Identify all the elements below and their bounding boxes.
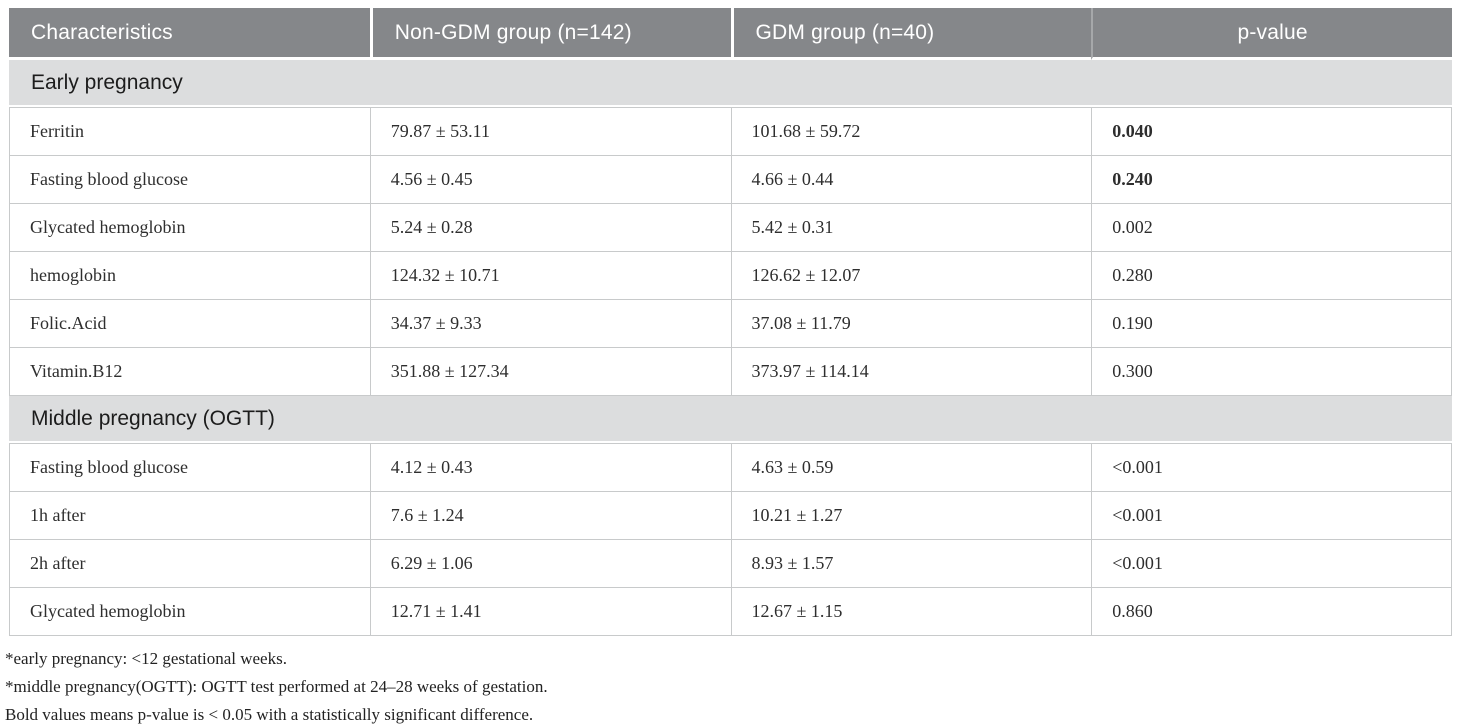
- footnote-line: *early pregnancy: <12 gestational weeks.: [5, 649, 287, 668]
- p-value-cell: 0.860: [1091, 588, 1452, 636]
- characteristic-cell: Folic.Acid: [9, 300, 370, 348]
- table-row: 1h after 7.6 ± 1.24 10.21 ± 1.27 <0.001: [9, 492, 1452, 540]
- p-value-cell: 0.002: [1091, 204, 1452, 252]
- gdm-value-cell: 373.97 ± 114.14: [730, 348, 1092, 396]
- characteristic-cell: 2h after: [9, 540, 370, 588]
- section-row: Middle pregnancy (OGTT): [9, 396, 1452, 443]
- table-row: 2h after 6.29 ± 1.06 8.93 ± 1.57 <0.001: [9, 540, 1452, 588]
- gdm-value-cell: 8.93 ± 1.57: [730, 540, 1092, 588]
- table-row: Fasting blood glucose 4.56 ± 0.45 4.66 ± 0…: [9, 156, 1452, 204]
- non-gdm-value-cell: 351.88 ± 127.34: [369, 348, 731, 396]
- footnotes: *early pregnancy: <12 gestational weeks.…: [5, 645, 1460, 728]
- column-header-characteristics: Characteristics: [9, 8, 370, 60]
- gdm-value-cell: 4.66 ± 0.44: [730, 156, 1092, 204]
- p-value-cell: <0.001: [1091, 492, 1452, 540]
- characteristic-cell: hemoglobin: [9, 252, 370, 300]
- non-gdm-value-cell: 7.6 ± 1.24: [369, 492, 731, 540]
- p-value-cell: 0.300: [1091, 348, 1452, 396]
- section-label: Early pregnancy: [9, 60, 1452, 107]
- characteristic-cell: 1h after: [9, 492, 370, 540]
- gdm-value-cell: 10.21 ± 1.27: [730, 492, 1092, 540]
- table-row: Ferritin 79.87 ± 53.11 101.68 ± 59.72 0.040: [9, 107, 1452, 156]
- p-value-cell: <0.001: [1091, 540, 1452, 588]
- characteristic-cell: Ferritin: [9, 107, 370, 156]
- characteristic-cell: Vitamin.B12: [9, 348, 370, 396]
- table-row: Folic.Acid 34.37 ± 9.33 37.08 ± 11.79 0.190: [9, 300, 1452, 348]
- characteristic-cell: Glycated hemoglobin: [9, 204, 370, 252]
- section-row: Early pregnancy: [9, 60, 1452, 107]
- characteristic-cell: Glycated hemoglobin: [9, 588, 370, 636]
- non-gdm-value-cell: 79.87 ± 53.11: [369, 107, 731, 156]
- p-value-cell: <0.001: [1091, 443, 1452, 492]
- column-header-p-value: p-value: [1091, 8, 1452, 60]
- non-gdm-value-cell: 124.32 ± 10.71: [369, 252, 731, 300]
- gdm-value-cell: 37.08 ± 11.79: [730, 300, 1092, 348]
- table-row: Glycated hemoglobin 5.24 ± 0.28 5.42 ± 0.3…: [9, 204, 1452, 252]
- gdm-value-cell: 5.42 ± 0.31: [730, 204, 1092, 252]
- p-value-cell: 0.190: [1091, 300, 1452, 348]
- header-row: Characteristics Non-GDM group (n=142) GD…: [9, 8, 1452, 60]
- non-gdm-value-cell: 4.56 ± 0.45: [369, 156, 731, 204]
- p-value-cell: 0.240: [1091, 156, 1452, 204]
- non-gdm-value-cell: 6.29 ± 1.06: [369, 540, 731, 588]
- gdm-value-cell: 12.67 ± 1.15: [730, 588, 1092, 636]
- table-row: Glycated hemoglobin 12.71 ± 1.41 12.67 ± 1…: [9, 588, 1452, 636]
- non-gdm-value-cell: 4.12 ± 0.43: [369, 443, 731, 492]
- characteristic-cell: Fasting blood glucose: [9, 156, 370, 204]
- table-row: Fasting blood glucose 4.12 ± 0.43 4.63 ± 0…: [9, 443, 1452, 492]
- column-header-non-gdm-group: Non-GDM group (n=142): [369, 8, 731, 60]
- p-value-cell: 0.040: [1091, 107, 1452, 156]
- gdm-value-cell: 4.63 ± 0.59: [730, 443, 1092, 492]
- table-row: hemoglobin 124.32 ± 10.71 126.62 ± 12.07 0.…: [9, 252, 1452, 300]
- characteristics-table: Characteristics Non-GDM group (n=142) GD…: [9, 8, 1452, 636]
- p-value-cell: 0.280: [1091, 252, 1452, 300]
- gdm-value-cell: 126.62 ± 12.07: [730, 252, 1092, 300]
- characteristic-cell: Fasting blood glucose: [9, 443, 370, 492]
- table-body: Early pregnancy Ferritin 79.87 ± 53.11 101.…: [9, 60, 1452, 636]
- footnote-line: Bold values means p-value is < 0.05 with…: [5, 705, 534, 724]
- table-row: Vitamin.B12 351.88 ± 127.34 373.97 ± 114.1…: [9, 348, 1452, 396]
- gdm-value-cell: 101.68 ± 59.72: [730, 107, 1092, 156]
- section-label: Middle pregnancy (OGTT): [9, 396, 1452, 443]
- column-header-gdm-group: GDM group (n=40): [730, 8, 1092, 60]
- non-gdm-value-cell: 5.24 ± 0.28: [369, 204, 731, 252]
- footnote-line: *middle pregnancy(OGTT): OGTT test perfo…: [5, 677, 548, 696]
- non-gdm-value-cell: 34.37 ± 9.33: [369, 300, 731, 348]
- non-gdm-value-cell: 12.71 ± 1.41: [369, 588, 731, 636]
- table-header: Characteristics Non-GDM group (n=142) GD…: [9, 8, 1452, 60]
